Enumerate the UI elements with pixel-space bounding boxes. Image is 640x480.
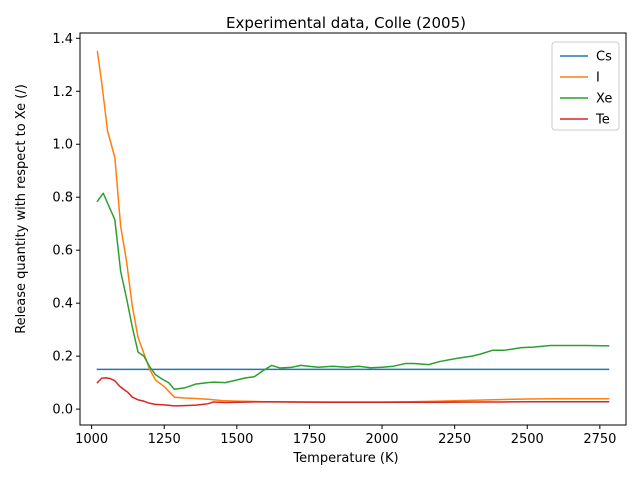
- legend-label-cs: Cs: [596, 50, 612, 65]
- x-axis-label: Temperature (K): [292, 451, 398, 466]
- x-tick-label: 2500: [511, 432, 544, 447]
- legend: Cs I Xe Te: [551, 41, 620, 131]
- y-tick-label: 1.2: [52, 85, 73, 100]
- y-tick-label: 1.4: [52, 32, 73, 47]
- x-tick-label: 1000: [75, 432, 108, 447]
- x-tick-label: 1250: [148, 432, 181, 447]
- axes-frame: [79, 32, 627, 426]
- x-tick-label: 1750: [293, 432, 326, 447]
- y-axis-label: Release quantity with respect to Xe (/): [14, 84, 29, 334]
- series-line-te: [96, 377, 610, 407]
- x-tick-label: 2750: [583, 432, 616, 447]
- x-tick-label: 1500: [220, 432, 253, 447]
- y-tick-label: 0.6: [52, 244, 73, 259]
- legend-label-xe: Xe: [596, 92, 612, 107]
- x-tick-label: 2000: [365, 432, 398, 447]
- y-tick-label: 0.2: [52, 350, 73, 365]
- series-line-i: [96, 50, 610, 403]
- legend-label-i: I: [596, 71, 600, 86]
- plot-area: [96, 50, 610, 407]
- tick-layer: 1000 1250 1500 1750 2000 2250 2500 2750 0.0 0.2 0.…: [52, 32, 616, 447]
- series-line-xe: [96, 192, 610, 390]
- y-tick-label: 1.0: [52, 138, 73, 153]
- y-tick-label: 0.0: [52, 403, 73, 418]
- legend-label-te: Te: [595, 113, 610, 128]
- legend-box: [551, 41, 620, 131]
- x-tick-label: 2250: [438, 432, 471, 447]
- chart-title: Experimental data, Colle (2005): [226, 14, 466, 32]
- y-tick-label: 0.4: [52, 297, 73, 312]
- y-tick-label: 0.8: [52, 191, 73, 206]
